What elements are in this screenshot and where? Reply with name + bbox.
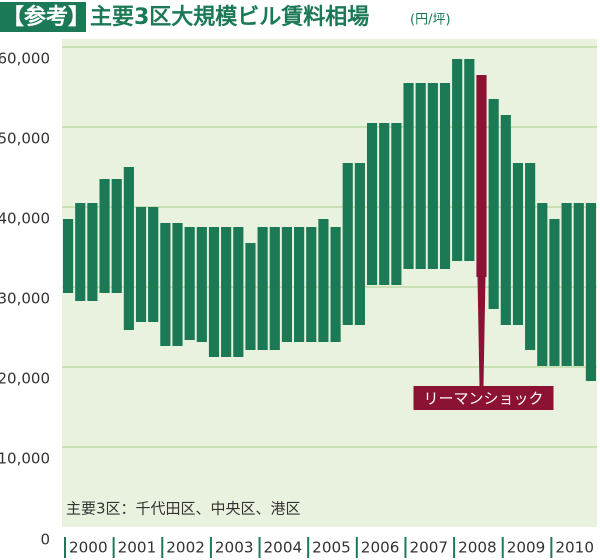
- callout-box: [413, 386, 554, 410]
- bar: [148, 207, 159, 322]
- x-tick-label: 2001: [118, 539, 157, 557]
- bar: [294, 227, 305, 342]
- annotation: リーマンショック: [423, 390, 543, 408]
- bar: [208, 227, 220, 357]
- bar: [354, 163, 365, 325]
- bar: [452, 59, 463, 261]
- title-tag-bg: [0, 2, 86, 32]
- y-tick-label: 20,000: [0, 370, 50, 388]
- y-tick-label: 0: [40, 531, 50, 549]
- bar: [75, 203, 86, 301]
- x-tick-label: 2005: [312, 539, 351, 557]
- y-tick-label: 60,000: [0, 50, 50, 68]
- bar: [87, 203, 98, 301]
- x-tick-label: 2004: [264, 539, 303, 557]
- y-tick-label: 10,000: [0, 450, 50, 468]
- bar: [427, 83, 438, 269]
- y-tick-label: 50,000: [0, 130, 50, 148]
- x-tick-label: 2007: [409, 539, 448, 557]
- note: 主要3区：千代田区、中央区、港区: [66, 500, 301, 518]
- x-tick-label: 2010: [555, 539, 594, 557]
- bar: [99, 179, 110, 293]
- bar: [233, 227, 244, 357]
- x-tick-label: 2002: [166, 539, 205, 557]
- bar: [281, 227, 293, 342]
- bar: [379, 123, 390, 285]
- bar: [403, 83, 414, 269]
- bar: [342, 163, 353, 325]
- x-tick-label: 2009: [507, 539, 546, 557]
- bar: [221, 227, 232, 357]
- bar: [196, 227, 207, 342]
- y-tick-label: 40,000: [0, 210, 50, 228]
- bar: [573, 203, 584, 366]
- plot: 0 10,000 20,000 30,000 40,000 50,000 60,000 200…: [0, 46, 597, 558]
- y-tick-label: 30,000: [0, 290, 50, 308]
- bar: [135, 207, 147, 322]
- bar: [366, 123, 378, 285]
- bar: [415, 83, 426, 269]
- title-tag: 【参考】: [2, 4, 90, 30]
- bar: [160, 223, 171, 346]
- bar: [330, 227, 341, 342]
- bar: [476, 75, 487, 277]
- bar: [306, 227, 317, 342]
- bar: [500, 115, 511, 325]
- bar: [63, 219, 74, 293]
- bar: [549, 219, 560, 366]
- bar: [391, 123, 402, 285]
- bar: [512, 163, 524, 325]
- bar: [488, 99, 499, 309]
- bar: [245, 243, 256, 350]
- bar: [561, 203, 572, 366]
- bar: [537, 203, 548, 366]
- bar: [439, 83, 451, 269]
- chart-title: 主要3区大規模ビル賃料相場: [90, 5, 369, 30]
- x-tick-label: 2003: [215, 539, 254, 557]
- bar: [269, 227, 280, 350]
- bar: [585, 203, 596, 381]
- bar: [111, 179, 122, 293]
- callout-pointer: [477, 277, 486, 386]
- bar: [525, 163, 536, 350]
- bar: [184, 227, 195, 340]
- unit: (円/坪): [410, 13, 451, 28]
- bar: [123, 167, 134, 330]
- bar: [464, 59, 475, 261]
- bar: [318, 219, 329, 342]
- x-tick-label: 2008: [458, 539, 497, 557]
- x-tick-label: 2006: [361, 539, 400, 557]
- bar: [257, 227, 268, 350]
- x-tick-label: 2000: [69, 539, 108, 557]
- bar: [172, 223, 183, 346]
